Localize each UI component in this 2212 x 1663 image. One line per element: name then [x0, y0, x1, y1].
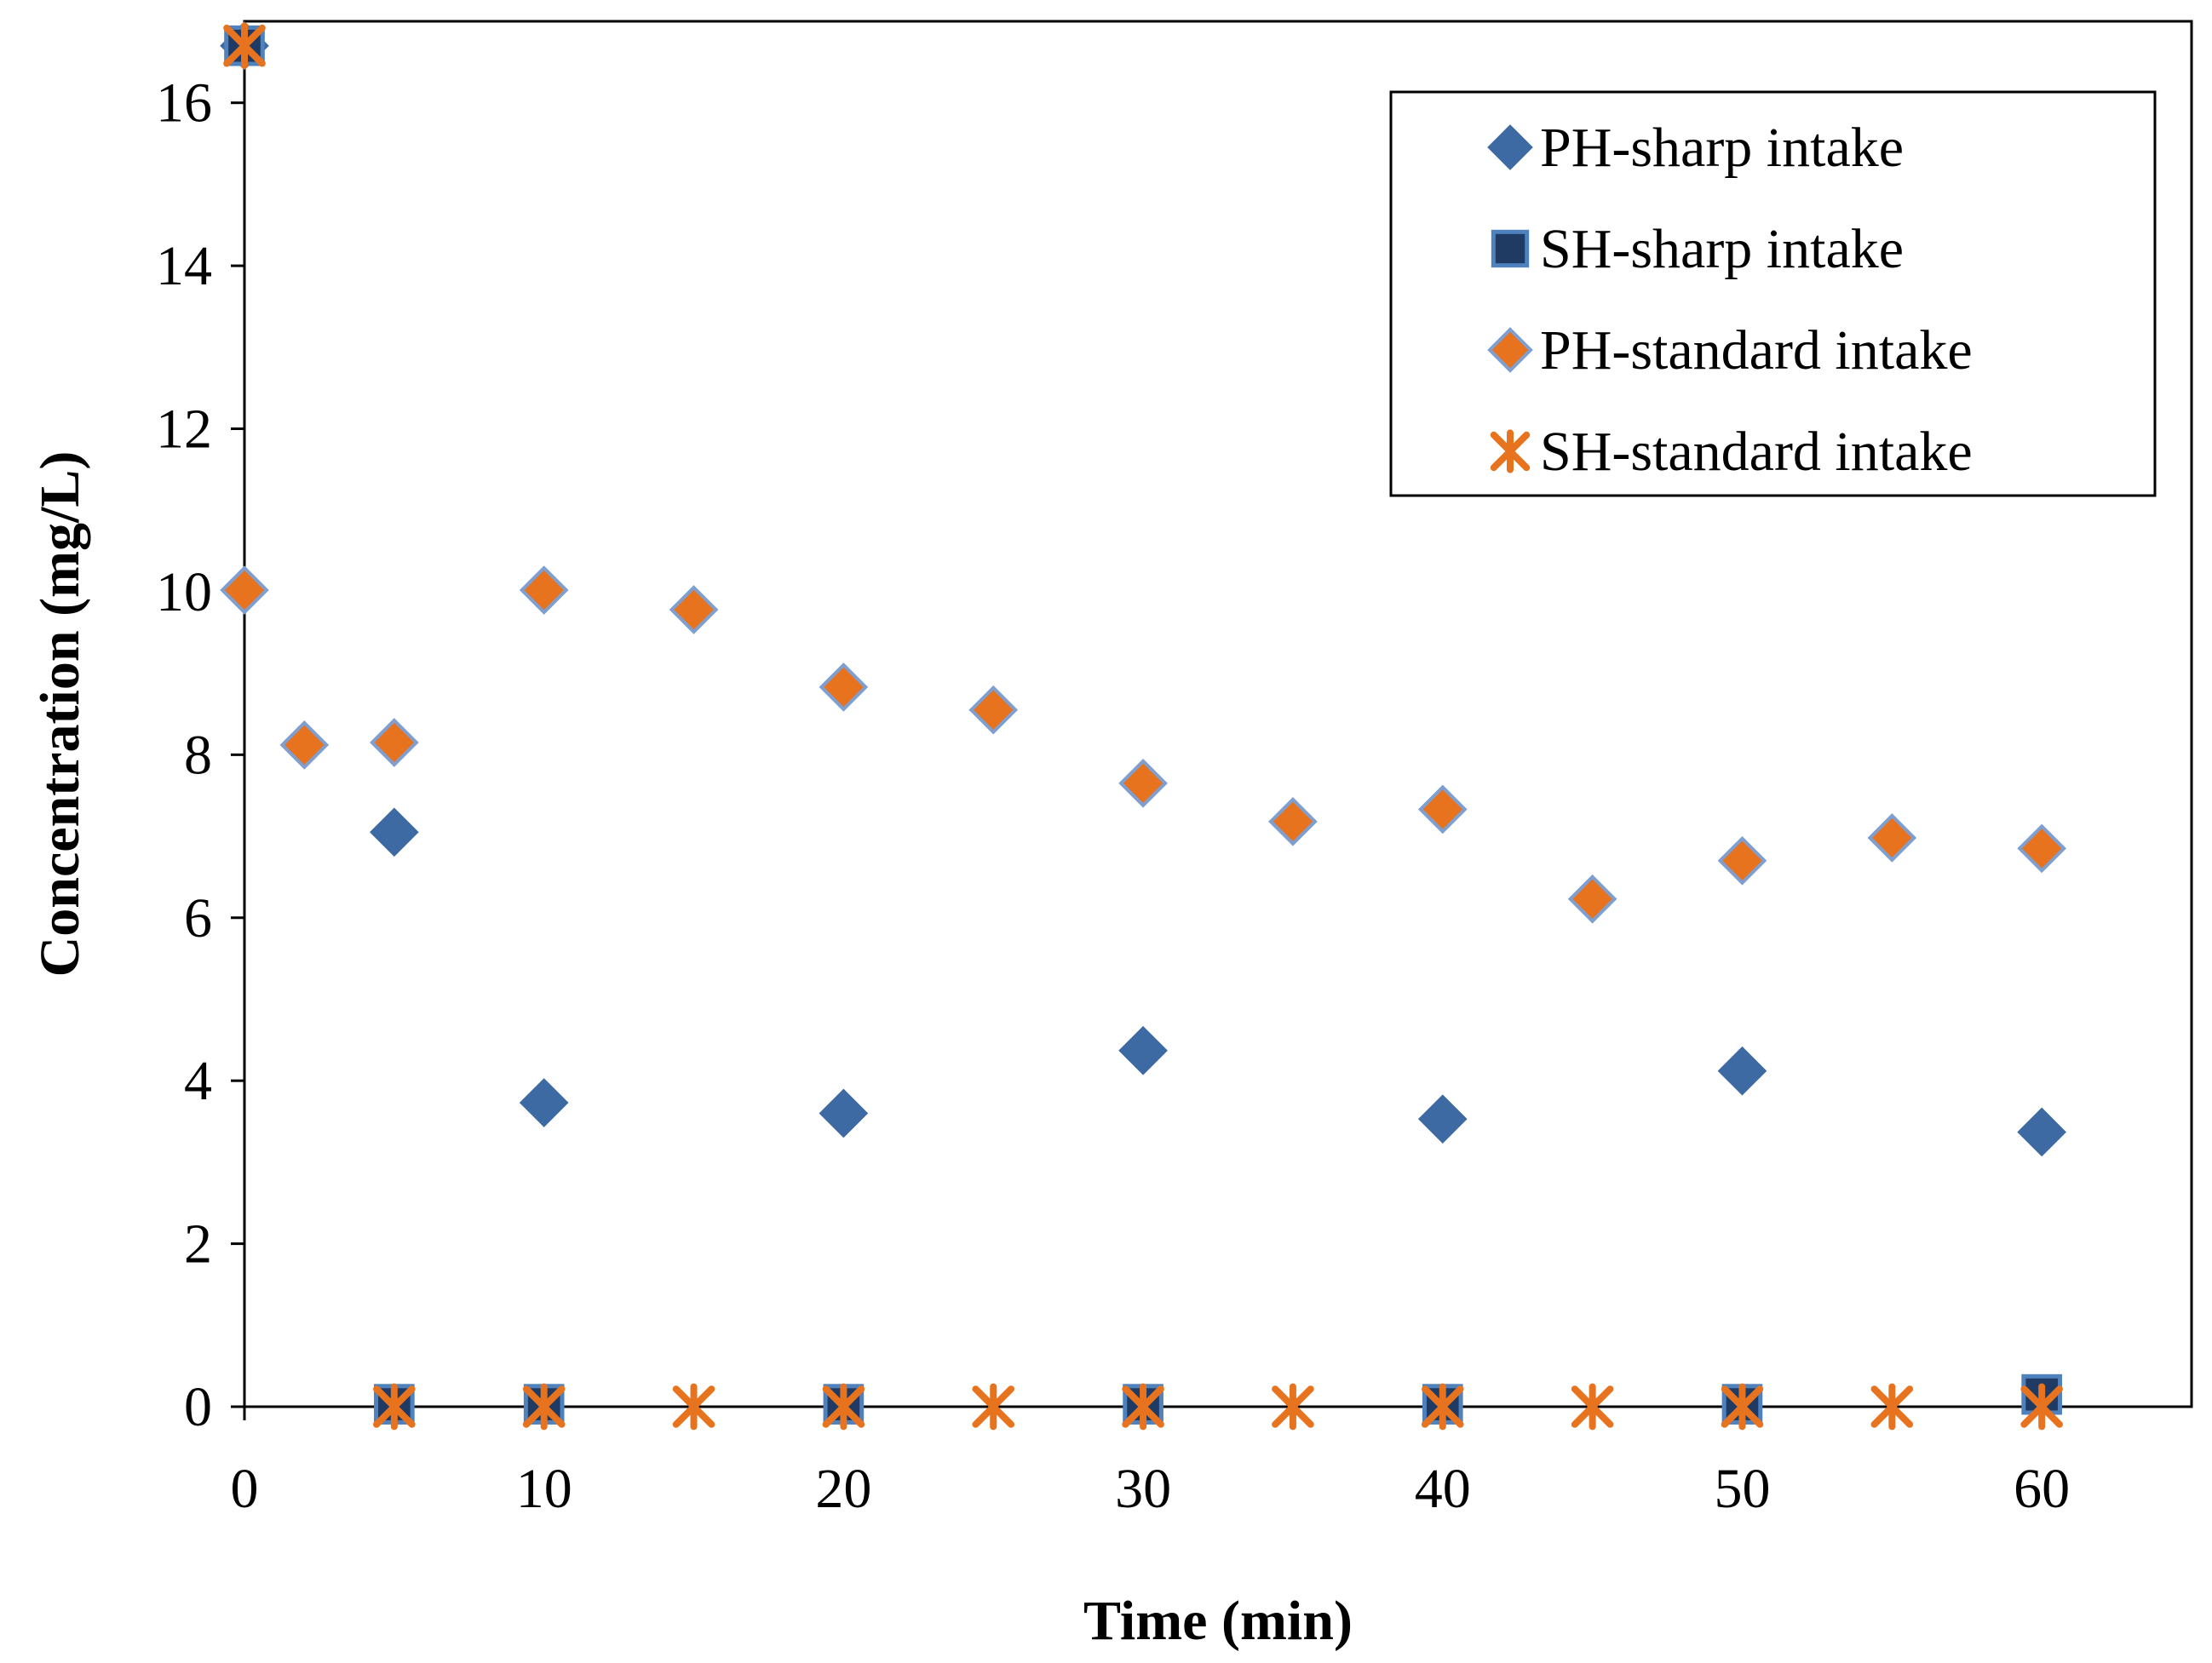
data-point [1571, 1383, 1614, 1431]
x-tick-label: 50 [1714, 1458, 1770, 1520]
y-tick-label: 6 [184, 887, 212, 949]
data-point [819, 662, 869, 712]
y-axis-title: Concentration (mg/L) [29, 451, 91, 978]
data-point [1567, 874, 1617, 924]
data-point [1421, 1383, 1464, 1431]
x-tick-label: 30 [1115, 1458, 1171, 1520]
data-point [669, 585, 719, 634]
data-point [972, 1383, 1015, 1431]
data-point [223, 22, 266, 70]
data-point [1417, 784, 1468, 834]
data-point [2017, 1107, 2066, 1157]
legend-label: SH-standard intake [1540, 421, 1973, 483]
legend-marker [1487, 327, 1533, 373]
data-point [1721, 1383, 1764, 1431]
x-tick-label: 10 [516, 1458, 572, 1520]
legend-marker [1490, 429, 1531, 473]
data-point [968, 685, 1019, 735]
data-point [2017, 823, 2066, 874]
data-point [819, 1088, 869, 1138]
data-point [1122, 1383, 1164, 1431]
data-point [1870, 1383, 1914, 1431]
y-tick-label: 10 [156, 561, 212, 623]
y-tick-label: 12 [156, 399, 212, 461]
data-point [1867, 813, 1917, 863]
y-tick-label: 8 [184, 724, 212, 786]
data-point [522, 1383, 566, 1431]
data-point [220, 565, 269, 615]
data-point [519, 565, 569, 615]
x-tick-label: 40 [1415, 1458, 1471, 1520]
series-sh-standard-intake [223, 22, 2063, 1431]
x-tick-label: 0 [231, 1458, 259, 1520]
data-point [2020, 1383, 2063, 1431]
legend: PH-sharp intake SH-sharp intake PH-standar… [1389, 90, 2157, 497]
y-tick-label: 0 [184, 1376, 212, 1438]
data-point [370, 718, 419, 767]
data-point [1118, 759, 1168, 808]
x-tick-label: 60 [2014, 1458, 2070, 1520]
y-tick-label: 14 [156, 235, 212, 297]
data-points [220, 20, 2066, 1431]
data-point [1268, 797, 1318, 846]
data-point [519, 1078, 569, 1127]
legend-marker [1487, 124, 1533, 170]
axes: 0 2 4 6 8 10 12 14 16 0 10 20 30 40 50 60 [156, 72, 2070, 1520]
legend-label: SH-sharp intake [1540, 218, 1904, 280]
y-tick-label: 2 [184, 1213, 212, 1276]
legend-marker [1491, 229, 1530, 268]
series-ph-standard-intake [220, 565, 2066, 924]
y-tick-label: 16 [156, 72, 212, 135]
data-point [1717, 835, 1767, 886]
legend-label: PH-standard intake [1540, 319, 1973, 381]
legend-label: PH-sharp intake [1540, 117, 1904, 179]
data-point [1717, 1046, 1767, 1096]
data-point [279, 720, 330, 770]
y-tick-label: 4 [184, 1050, 212, 1112]
data-point [672, 1383, 715, 1431]
data-point [822, 1383, 865, 1431]
data-point [1272, 1383, 1314, 1431]
data-point [370, 807, 419, 857]
plot-area [243, 20, 2193, 1408]
data-point [1118, 1025, 1168, 1075]
plot-border [243, 20, 2193, 1408]
data-point [373, 1383, 416, 1431]
x-axis-title: Time (min) [1083, 1590, 1353, 1652]
data-point [1417, 1094, 1468, 1144]
x-tick-label: 20 [815, 1458, 871, 1520]
